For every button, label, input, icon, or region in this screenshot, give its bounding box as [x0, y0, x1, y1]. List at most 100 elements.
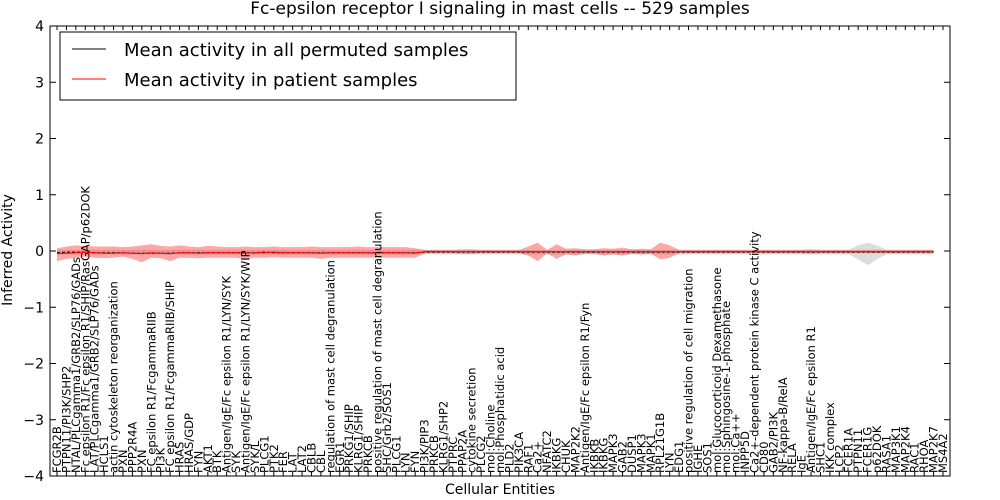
x-tick-label: KLRG1/SHIP [352, 405, 366, 473]
y-tick-label: −4 [23, 469, 44, 485]
x-tick-label: LAT2 [295, 445, 309, 473]
x-tick-label: PRKG1/SHIP [342, 404, 356, 473]
x-tick-label: FCGR2B [50, 426, 64, 473]
x-tick-label: SYK/L [248, 440, 262, 473]
x-tick-label: SHC/Grb2/SOS1 [380, 382, 394, 473]
x-tick-label: PLCG1 [389, 435, 403, 473]
x-tick-label: cytokine secretion [465, 367, 479, 473]
confidence-bands [57, 242, 934, 266]
x-tick-label: MAP2K4 [898, 426, 912, 473]
x-tick-label: GAB2/PI3K [766, 411, 780, 473]
x-tick-label: PLD2 [502, 443, 516, 473]
x-tick-label: SHC1 [814, 442, 828, 473]
x-tick-label: FCER1G [861, 427, 875, 473]
x-tick-label: p62DOK [870, 425, 884, 473]
x-tick-label: regulation of mast cell degranulation [323, 260, 337, 473]
x-tick-label: AKT1 [201, 444, 215, 473]
x-tick-label: IKBKG [550, 438, 564, 473]
x-tick-label: RHOA [917, 440, 931, 473]
x-tick-label: PI3K/PIP3 [418, 419, 432, 473]
x-tick-label: LAT [286, 451, 300, 473]
x-tick-label: mol:Glucocorticoid Dexamethasone [710, 268, 724, 473]
x-tick-label: Antigen/IgE/Fc epsilon R1/LYN/SYK [220, 276, 234, 473]
x-tick-label: Ca2+-dependent protein kinase C activity [748, 231, 762, 473]
x-tick-label: FYN [191, 451, 205, 473]
x-tick-label: MAP3K1 [889, 426, 903, 473]
x-tick-label: Antigen/IgE/Fc epsilon R1/LYN/SYK/WIP [239, 250, 253, 473]
x-tick-label: IKBKG [597, 438, 611, 473]
chart-title: Fc-epsilon receptor I signaling in mast … [250, 0, 750, 19]
x-tick-label: PXN [116, 450, 130, 473]
x-tick-label: FC epsilon R1/FcgammaRIIB [144, 311, 158, 473]
x-tick-label: NTAL/PLCgamma1/GRB2/SLP76/GADs [69, 257, 83, 473]
patient-mean-line [56, 251, 934, 255]
x-tick-label: mol:Phosphatidic acid [493, 347, 507, 473]
plot-frame [49, 25, 951, 477]
x-tick-label: MAPK3 [634, 433, 648, 473]
x-tick-label: FER [276, 451, 290, 473]
x-tick-labels: FCGR2BPTPN11/PI3K/SHP2NTAL/PLCgamma1/GRB… [50, 186, 950, 473]
patient-band [57, 242, 934, 263]
legend-label-permuted: Mean activity in all permuted samples [124, 40, 468, 61]
x-tick-label: RAF1 [521, 444, 535, 473]
y-tick-label: 3 [35, 75, 44, 91]
x-tick-label: mol:Sphingosine-1-phosphate [719, 301, 733, 473]
x-tick-label: Antigen/IgE/Fc epsilon R1/Fyn [578, 303, 592, 473]
permuted-band [57, 242, 934, 266]
x-tick-label: RPL21G1B [653, 413, 667, 473]
x-tick-label: NFATC2 [540, 430, 554, 473]
x-tick-label: CBL [314, 450, 328, 473]
x-tick-label: LCP2 [832, 444, 846, 473]
x-tick-label: PTPN11/PI3K/SHP2 [59, 366, 73, 473]
y-tick-label: −1 [23, 300, 44, 316]
legend-label-patient: Mean activity in patient samples [124, 70, 418, 91]
x-tick-label: PPAP2A [455, 430, 469, 473]
x-tick-label: LYN [663, 452, 677, 473]
x-tick-label: CD80 [757, 441, 771, 473]
x-tick-label: PIK3CA [512, 432, 526, 473]
x-tick-label: BTK [210, 450, 224, 473]
x-tick-label: INPP5D [738, 431, 752, 473]
series-lines [56, 251, 934, 255]
x-tick-label: MAPK3 [606, 433, 620, 473]
x-tick-label: PLCG2 [474, 435, 488, 473]
x-axis [56, 26, 944, 476]
x-tick-label: FCER1A [842, 428, 856, 473]
y-tick-label: 0 [35, 244, 44, 260]
x-tick-label: HRAS/GDP [182, 413, 196, 473]
x-tick-label: DUSP1 [625, 434, 639, 473]
y-axis-label: Inferred Activity [0, 194, 16, 306]
legend: Mean activity in all permuted samples Me… [59, 31, 517, 101]
x-tick-label: GAB2 [616, 441, 630, 473]
x-tick-label: CBLB [305, 443, 319, 473]
x-tick-label: PRKCB [361, 435, 375, 473]
x-tick-label: PTK2 [267, 444, 281, 473]
x-tick-label: positive regulation of cell migration [682, 268, 696, 473]
x-tick-label: EDG1 [672, 441, 686, 473]
x-tick-label: Antigen/IgE/Fc epsilon R1 [804, 326, 818, 473]
x-tick-label: KLRG1/SHP2 [436, 401, 450, 473]
x-tick-label: Ca2+ [531, 441, 545, 473]
x-tick-label: IKBKB [587, 439, 601, 473]
x-tick-label: RELA [785, 443, 799, 473]
x-tick-label: HCLS1 [97, 435, 111, 473]
y-tick-label: 2 [35, 132, 44, 148]
x-tick-label: IgE [795, 455, 809, 473]
x-tick-label: CHUK [559, 440, 573, 473]
x-tick-label: MS4A2 [936, 433, 950, 473]
x-tick-label: LYN [399, 452, 413, 473]
x-tick-label: IKK complex [823, 402, 837, 473]
x-tick-label: SYK [229, 451, 243, 473]
x-axis-label: Cellular Entities [445, 482, 555, 498]
x-tick-label: positive regulation of mast cell degranu… [371, 211, 385, 473]
x-tick-label: MAP2K7 [927, 426, 941, 473]
x-tick-label: LAT/PLCgamma1/GRB2/SLP76/GADs [88, 265, 102, 473]
x-tick-label: PTPRC [446, 437, 460, 473]
x-tick-label: EGR1 [333, 442, 347, 474]
x-tick-label: PXN [135, 450, 149, 473]
y-tick-label: −3 [23, 413, 44, 429]
x-tick-label: PRKCB [427, 435, 441, 473]
x-tick-label: PLCG1 [257, 435, 271, 473]
x-tick-label: MAP2K2 [568, 426, 582, 473]
